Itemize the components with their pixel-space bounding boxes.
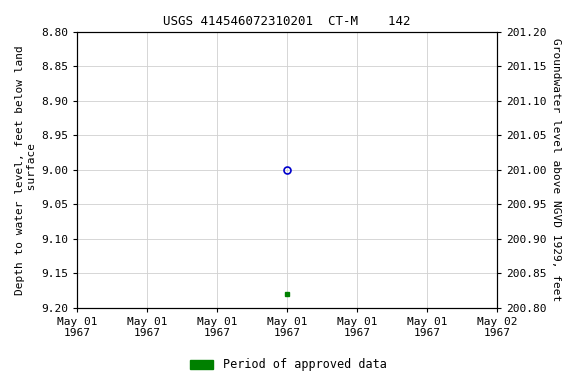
Y-axis label: Groundwater level above NGVD 1929, feet: Groundwater level above NGVD 1929, feet bbox=[551, 38, 561, 301]
Legend: Period of approved data: Period of approved data bbox=[185, 354, 391, 376]
Y-axis label: Depth to water level, feet below land
 surface: Depth to water level, feet below land su… bbox=[15, 45, 37, 295]
Title: USGS 414546072310201  CT-M    142: USGS 414546072310201 CT-M 142 bbox=[164, 15, 411, 28]
